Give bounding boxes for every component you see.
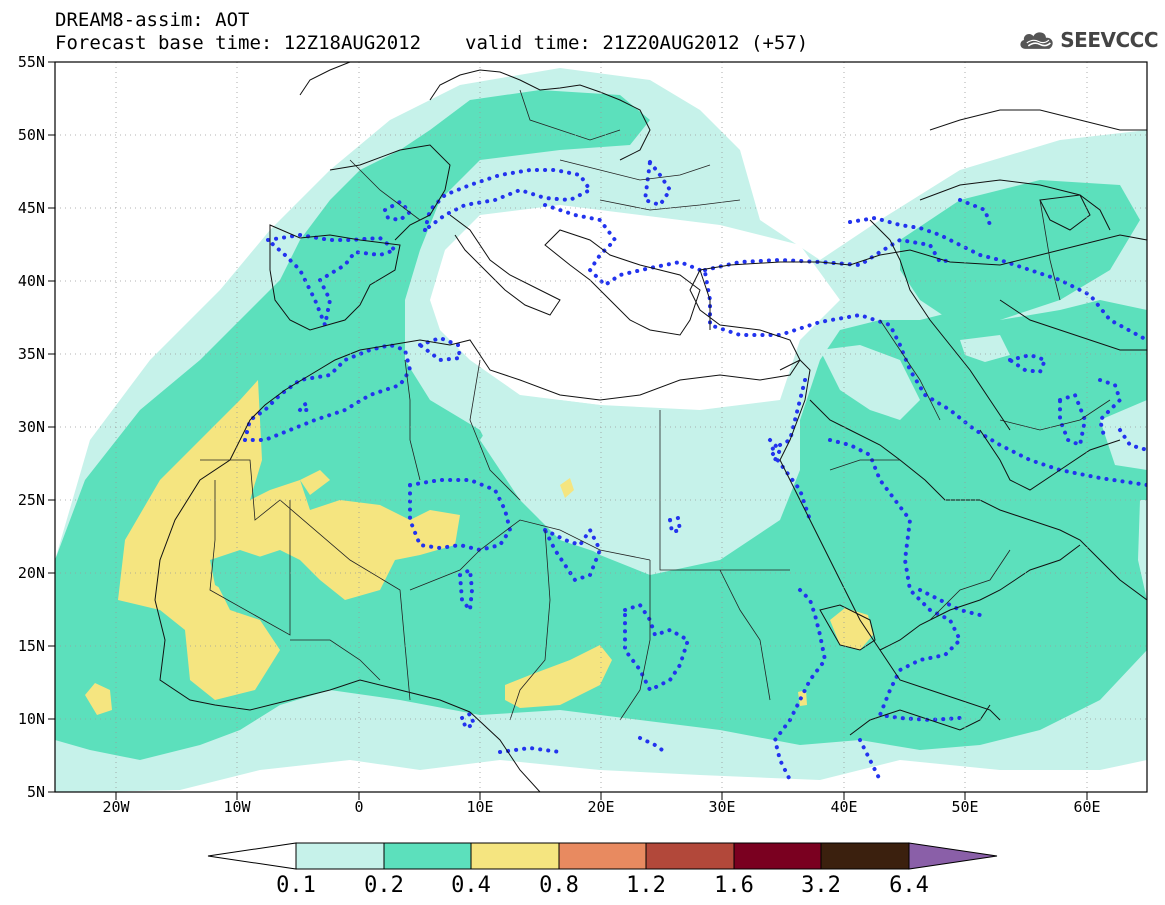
colorbar-label: 6.4 xyxy=(889,873,929,898)
seevccc-logo: SEEVCCC xyxy=(1018,20,1158,60)
colorbar-swatch xyxy=(295,842,385,870)
base-time: Forecast base time: 12Z18AUG2012 xyxy=(55,32,422,54)
lat-tick-label: 35N xyxy=(18,345,45,363)
colorbar-label: 1.6 xyxy=(714,873,754,898)
colorbar-swatch xyxy=(645,842,735,870)
lat-tick-label: 30N xyxy=(18,418,45,436)
colorbar-swatch xyxy=(733,842,822,870)
longitude-labels: 20W 10W 0 10E 20E 30E 40E 50E 60E xyxy=(102,798,1100,816)
lon-tick-label: 10E xyxy=(466,798,493,816)
lat-tick-label: 55N xyxy=(18,53,45,71)
lat-tick-label: 40N xyxy=(18,272,45,290)
lat-tick-label: 45N xyxy=(18,199,45,217)
lat-tick-label: 5N xyxy=(27,783,45,801)
colorbar-label: 0.1 xyxy=(276,873,316,898)
lat-tick-label: 20N xyxy=(18,564,45,582)
lon-tick-label: 50E xyxy=(951,798,978,816)
colorbar-swatch xyxy=(820,842,910,870)
colorbar-label: 3.2 xyxy=(801,873,841,898)
colorbar-over-triangle xyxy=(908,842,998,870)
lat-tick-label: 15N xyxy=(18,637,45,655)
axis-ticks xyxy=(48,61,1088,800)
graticule xyxy=(55,62,1147,792)
lon-tick-label: 30E xyxy=(708,798,735,816)
colorbar-under-triangle xyxy=(207,842,297,870)
lat-tick-label: 10N xyxy=(18,710,45,728)
latitude-labels: 55N 50N 45N 40N 35N 30N 25N 20N 15N 10N … xyxy=(18,53,45,801)
colorbar: 0.1 0.2 0.4 0.8 1.2 1.6 3.2 6.4 xyxy=(207,842,998,898)
valid-time: valid time: 21Z20AUG2012 (+57) xyxy=(465,32,809,54)
lon-tick-label: 20W xyxy=(102,798,130,816)
map-time-info: Forecast base time: 12Z18AUG2012 valid ti… xyxy=(55,33,808,53)
colorbar-label: 0.4 xyxy=(451,873,491,898)
colorbar-label: 1.2 xyxy=(626,873,666,898)
lat-tick-label: 50N xyxy=(18,126,45,144)
borders xyxy=(200,89,1111,721)
lat-tick-label: 25N xyxy=(18,491,45,509)
map-title: DREAM8-assim: AOT xyxy=(55,9,250,31)
cloud-icon xyxy=(1020,32,1053,49)
lon-tick-label: 0 xyxy=(354,798,363,816)
colorbar-swatch xyxy=(558,842,647,870)
colorbar-swatch xyxy=(383,842,472,870)
aot-field xyxy=(55,62,1147,792)
lon-tick-label: 10W xyxy=(223,798,251,816)
lon-tick-label: 40E xyxy=(830,798,857,816)
colorbar-swatch xyxy=(470,842,560,870)
lon-tick-label: 20E xyxy=(587,798,614,816)
logo-text: SEEVCCC xyxy=(1060,28,1158,52)
aot-band-0.2 xyxy=(55,90,1147,760)
colorbar-label: 0.8 xyxy=(539,873,579,898)
lon-tick-label: 60E xyxy=(1073,798,1100,816)
colorbar-label: 0.2 xyxy=(364,873,404,898)
